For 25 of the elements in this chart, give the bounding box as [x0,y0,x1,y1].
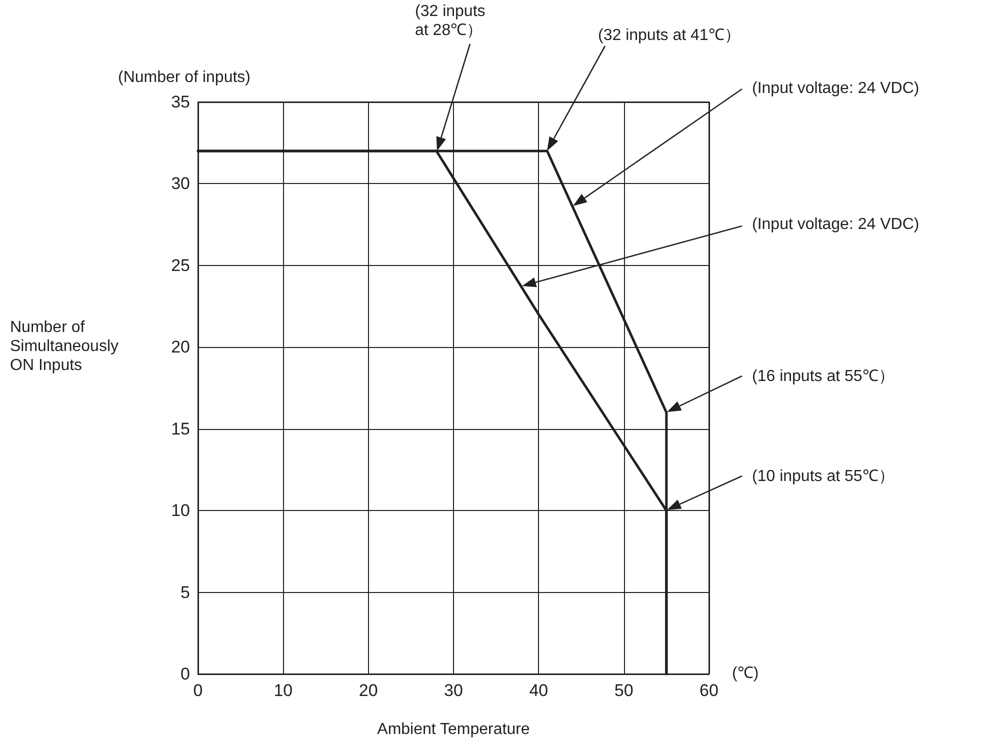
text: (16 inputs at 55℃） [752,367,894,386]
x-axis-title: Ambient Temperature [376,720,531,739]
y-tick-label: 0 [180,664,190,684]
text: (10 inputs at 55℃） [752,467,894,486]
x-tick-label: 20 [358,681,378,700]
y-tick-label: 25 [171,256,190,275]
x-tick-label: 10 [274,681,293,700]
x-tick-label: 30 [444,681,463,700]
y-tick-label: 15 [171,419,190,438]
y-tick-label: 35 [171,92,190,112]
y-axis-title: Number of Simultaneously ON Inputs [10,318,118,375]
y-tick-label: 20 [171,338,190,357]
text: (32 inputs at 28℃） [415,2,486,40]
x-tick-label: 50 [614,681,634,700]
x-tick-label: 40 [529,681,548,700]
x-tick-label: 0 [193,681,203,700]
text: (Input voltage: 24 VDC) [752,79,920,98]
y-tick-label: 30 [171,174,190,194]
text: (Number of inputs) [118,68,250,87]
y-tick-label: 10 [171,501,190,520]
text: (Input voltage: 24 VDC) [752,215,920,234]
y-tick-label: 5 [180,582,190,602]
text: (℃) [732,664,759,683]
x-tick-label: 60 [700,681,718,700]
text: (32 inputs at 41℃） [598,26,740,45]
